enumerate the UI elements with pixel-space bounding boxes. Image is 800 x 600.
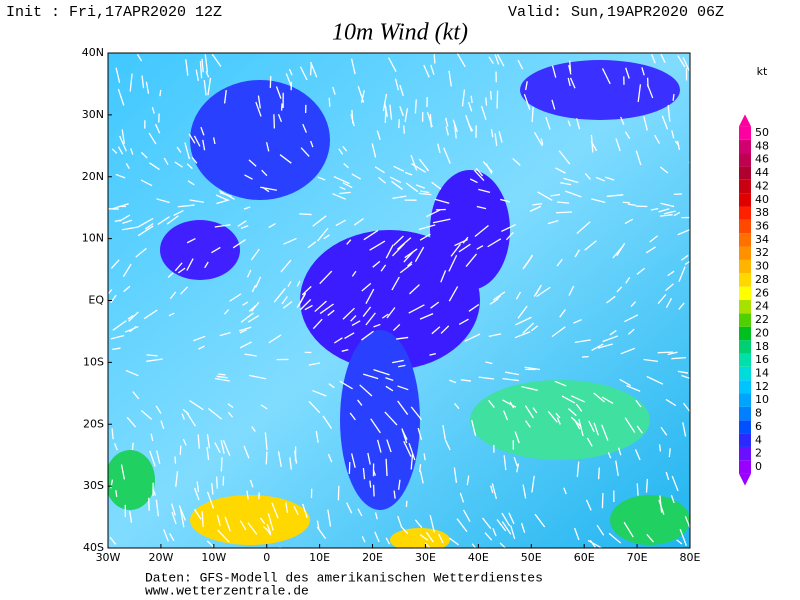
colorbar-label: 46 xyxy=(755,153,769,166)
colorbar-swatch xyxy=(739,179,751,194)
colorbar-swatch xyxy=(739,233,751,247)
colorbar-label: 18 xyxy=(755,340,769,353)
wind-field xyxy=(108,53,690,548)
colorbar-label: 24 xyxy=(755,300,769,313)
colorbar-swatch xyxy=(739,313,751,327)
colorbar-swatch xyxy=(739,206,751,220)
lon-label: 20W xyxy=(148,551,173,564)
lat-label: EQ xyxy=(88,294,104,307)
colorbar-unit: kt xyxy=(757,65,768,78)
lon-label: 10W xyxy=(201,551,226,564)
colorbar-swatch xyxy=(739,126,751,140)
colorbar-label: 42 xyxy=(755,179,769,192)
lon-label: 20E xyxy=(362,551,383,564)
lon-label: 50E xyxy=(521,551,542,564)
colorbar-swatch xyxy=(739,326,751,341)
footer-url: www.wetterzentrale.de xyxy=(145,583,309,598)
colorbar-arrow-bottom xyxy=(739,473,751,486)
lon-label: 0 xyxy=(263,551,270,564)
lon-label: 40E xyxy=(468,551,489,564)
colorbar-label: 26 xyxy=(755,286,769,299)
colorbar-swatch xyxy=(739,433,751,447)
colorbar-arrow-top xyxy=(739,114,751,127)
colorbar-swatch xyxy=(739,446,751,461)
colorbar-label: 4 xyxy=(755,433,762,446)
colorbar-label: 30 xyxy=(755,260,769,273)
colorbar-label: 34 xyxy=(755,233,769,246)
lat-label: 30S xyxy=(83,479,104,492)
colorbar-label: 38 xyxy=(755,206,769,219)
footer-source: Daten: GFS-Modell des amerikanischen Wet… xyxy=(145,570,543,585)
colorbar-label: 10 xyxy=(755,393,769,406)
colorbar-swatch xyxy=(739,353,751,367)
lat-label: 10N xyxy=(82,232,104,245)
lon-label: 30E xyxy=(415,551,436,564)
colorbar-label: 48 xyxy=(755,139,769,152)
colorbar-label: 44 xyxy=(755,166,769,179)
lat-label: 10S xyxy=(83,355,104,368)
map-title: 10m Wind (kt) xyxy=(332,20,468,46)
lon-label: 80E xyxy=(680,551,701,564)
colorbar-label: 40 xyxy=(755,193,769,206)
colorbar-label: 6 xyxy=(755,420,762,433)
lat-label: 40S xyxy=(83,541,104,554)
colorbar-swatch xyxy=(739,153,751,167)
colorbar-swatch xyxy=(739,273,751,287)
lon-label: 10E xyxy=(309,551,330,564)
colorbar-swatch xyxy=(739,460,751,474)
colorbar-label: 2 xyxy=(755,447,762,460)
lon-label: 70E xyxy=(627,551,648,564)
colorbar-label: 50 xyxy=(755,126,769,139)
colorbar-label: 12 xyxy=(755,380,769,393)
lon-label: 30W xyxy=(96,551,121,564)
colorbar-swatch xyxy=(739,286,751,300)
colorbar-label: 0 xyxy=(755,460,762,473)
colorbar-label: 20 xyxy=(755,326,769,339)
lat-label: 20S xyxy=(83,417,104,430)
colorbar-label: 14 xyxy=(755,366,769,379)
colorbar-swatch xyxy=(739,406,751,421)
colorbar-swatch xyxy=(739,420,751,434)
lat-label: 20N xyxy=(82,170,104,183)
colorbar-label: 16 xyxy=(755,353,769,366)
colorbar-swatch xyxy=(739,366,751,381)
colorbar: 0246810121416182022242628303234363840424… xyxy=(739,114,769,486)
colorbar-swatch xyxy=(739,193,751,207)
colorbar-swatch xyxy=(739,393,751,407)
colorbar-swatch xyxy=(739,219,751,234)
colorbar-swatch xyxy=(739,259,751,274)
colorbar-label: 32 xyxy=(755,246,769,259)
colorbar-label: 28 xyxy=(755,273,769,286)
colorbar-label: 22 xyxy=(755,313,769,326)
colorbar-swatch xyxy=(739,300,751,314)
lon-label: 60E xyxy=(574,551,595,564)
lat-label: 30N xyxy=(82,108,104,121)
colorbar-swatch xyxy=(739,246,751,260)
colorbar-swatch xyxy=(739,340,751,354)
valid-time: Valid: Sun,19APR2020 06Z xyxy=(508,4,724,21)
lat-label: 40N xyxy=(82,46,104,59)
colorbar-label: 36 xyxy=(755,220,769,233)
colorbar-swatch xyxy=(739,139,751,154)
init-time: Init : Fri,17APR2020 12Z xyxy=(6,4,222,21)
colorbar-swatch xyxy=(739,166,751,180)
colorbar-swatch xyxy=(739,380,751,394)
colorbar-label: 8 xyxy=(755,407,762,420)
